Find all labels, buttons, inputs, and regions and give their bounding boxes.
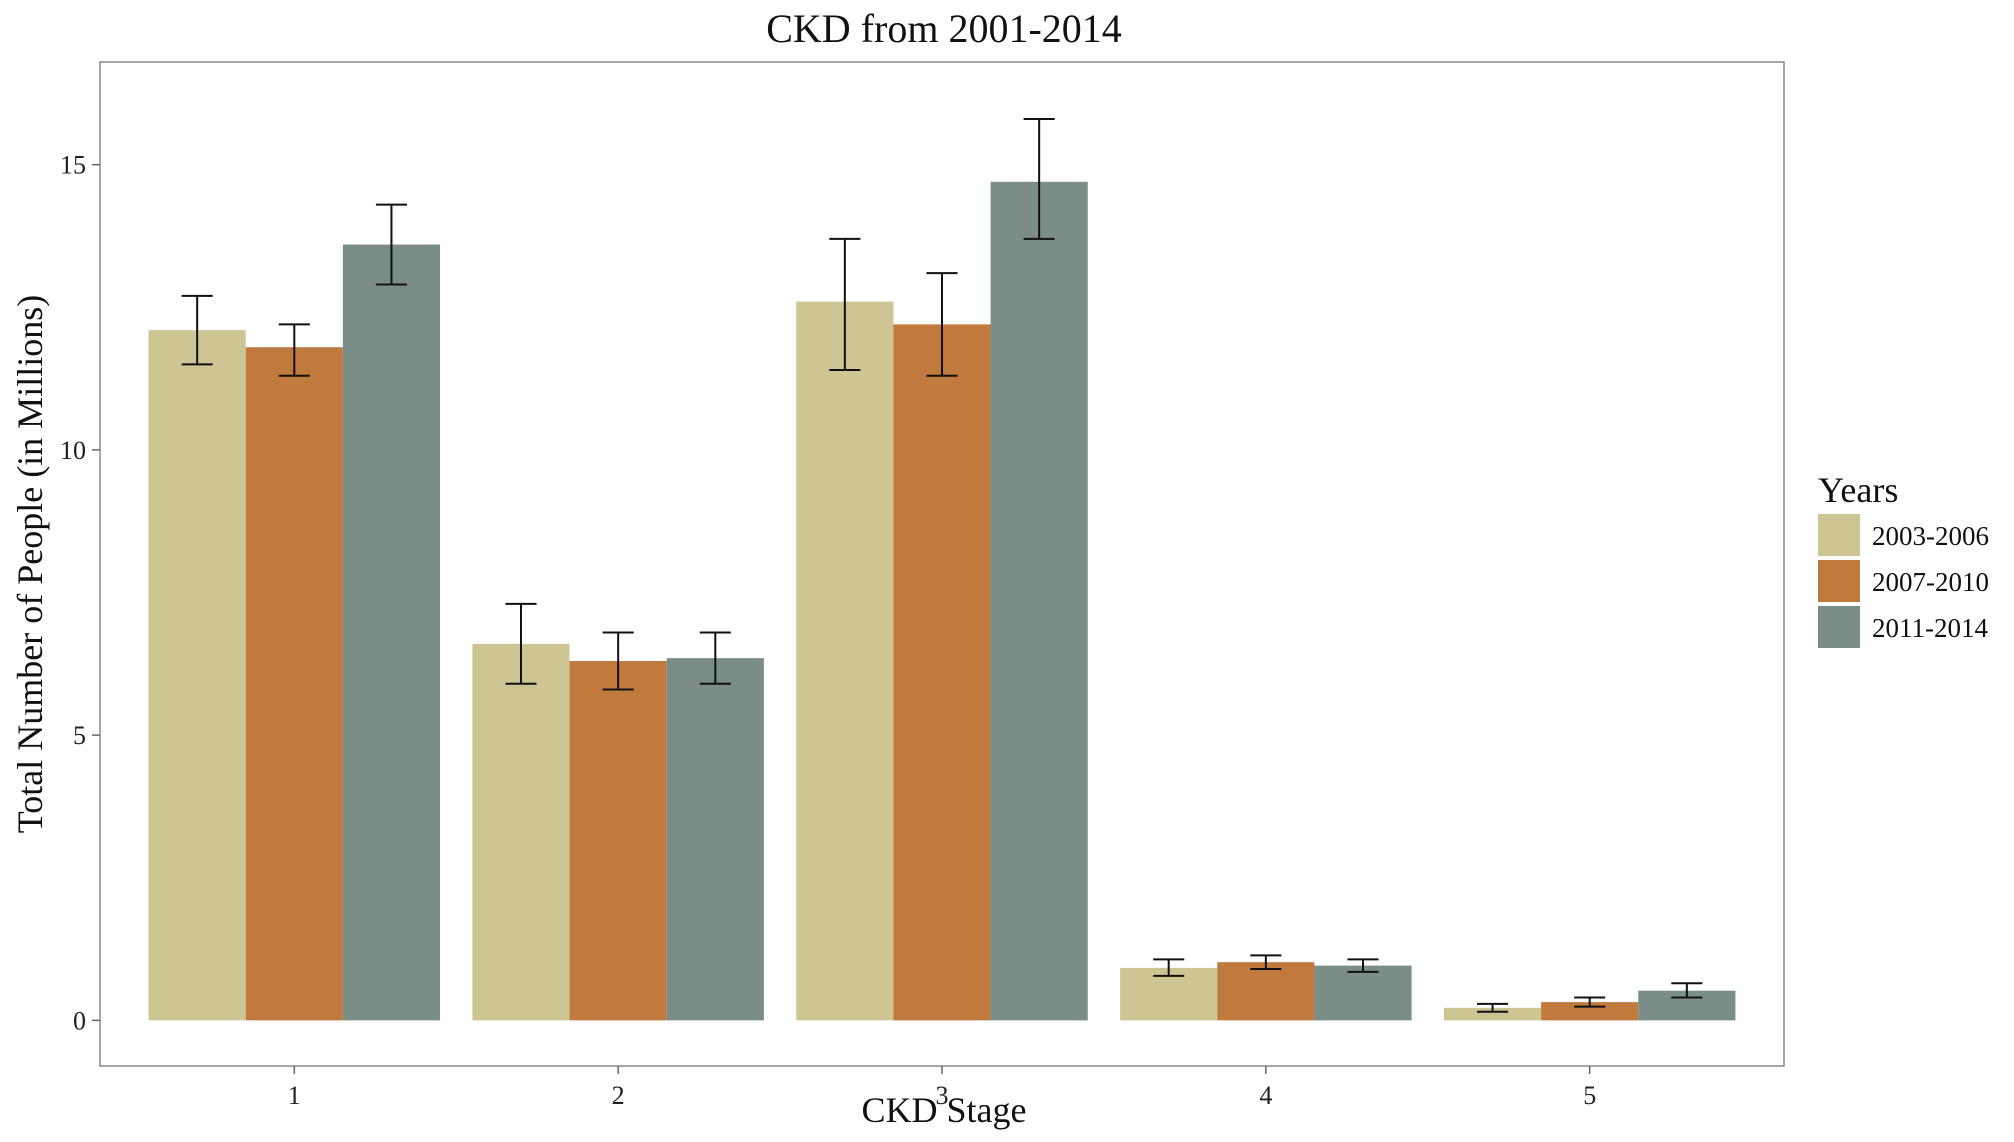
- x-tick-label: 5: [1583, 1081, 1596, 1110]
- bar: [472, 643, 570, 1021]
- error-bar: [1153, 958, 1185, 977]
- error-bar: [1476, 1002, 1509, 1013]
- legend-label: 2003-2006: [1872, 521, 1989, 551]
- x-tick-label: 3: [936, 1081, 949, 1110]
- y-tick-label: 5: [73, 721, 86, 750]
- x-tick-label: 2: [612, 1081, 625, 1110]
- bar: [1541, 1002, 1639, 1021]
- bar: [245, 347, 343, 1021]
- y-axis: 0 5 10 15: [60, 151, 100, 1035]
- error-bar: [1574, 996, 1606, 1008]
- y-tick-label: 0: [73, 1006, 86, 1035]
- legend-label: 2007-2010: [1872, 567, 1989, 597]
- legend-swatch: [1818, 560, 1860, 602]
- legend-swatch: [1818, 514, 1860, 556]
- error-bars: [181, 118, 1703, 1013]
- error-bar: [505, 602, 537, 685]
- y-axis-title: Total Number of People (in Millions): [10, 295, 50, 833]
- legend-title: Years: [1818, 470, 1898, 510]
- error-bar: [1250, 954, 1282, 971]
- error-bar: [602, 631, 634, 691]
- y-tick-label: 15: [60, 151, 86, 180]
- x-tick-label: 4: [1259, 1081, 1272, 1110]
- bar: [1314, 965, 1412, 1021]
- bar: [893, 324, 991, 1021]
- bar: [1443, 1007, 1542, 1021]
- legend-swatch: [1818, 606, 1860, 648]
- bar: [666, 658, 764, 1021]
- error-bar: [829, 237, 861, 372]
- bars: [148, 181, 1736, 1021]
- x-tick-label: 1: [288, 1081, 301, 1110]
- bar: [569, 660, 667, 1021]
- error-bar: [699, 631, 731, 685]
- error-bar: [278, 323, 310, 377]
- error-bar: [375, 203, 408, 286]
- error-bar: [1671, 982, 1703, 999]
- error-bar: [1347, 958, 1379, 973]
- bar: [1217, 962, 1315, 1021]
- legend-label: 2011-2014: [1872, 613, 1988, 643]
- x-axis-title: CKD Stage: [862, 1090, 1027, 1130]
- bar: [796, 301, 894, 1021]
- y-tick-label: 10: [60, 436, 86, 465]
- error-bar: [181, 294, 213, 366]
- chart-title: CKD from 2001-2014: [766, 6, 1122, 51]
- error-bar: [926, 272, 958, 377]
- legend: Years 2003-2006 2007-2010 2011-2014: [1818, 470, 1989, 648]
- bar: [148, 330, 246, 1021]
- x-axis: 1 2 3 4 5: [288, 1066, 1596, 1110]
- bar: [342, 244, 441, 1021]
- bar: [990, 181, 1088, 1021]
- error-bar: [1023, 118, 1055, 240]
